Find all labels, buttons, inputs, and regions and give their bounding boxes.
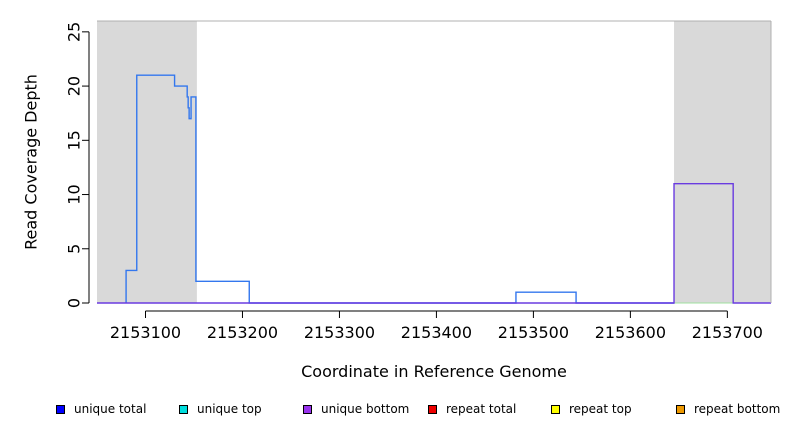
y-tick-label: 0 bbox=[65, 298, 84, 308]
x-tick-label: 2153400 bbox=[401, 323, 472, 342]
legend-item: unique bottom bbox=[303, 400, 409, 418]
legend-item: unique total bbox=[56, 400, 146, 418]
y-tick-label: 10 bbox=[65, 184, 84, 204]
x-tick-label: 2153500 bbox=[498, 323, 569, 342]
x-axis-title: Coordinate in Reference Genome bbox=[301, 362, 567, 381]
legend-item: unique top bbox=[179, 400, 262, 418]
x-tick-label: 2153700 bbox=[692, 323, 763, 342]
series-line-unique-bottom bbox=[97, 182, 771, 304]
legend-swatch bbox=[179, 404, 188, 414]
legend-label: unique bottom bbox=[321, 402, 410, 416]
legend-label: repeat bottom bbox=[694, 402, 781, 416]
legend-item: repeat total bbox=[428, 400, 516, 418]
plot-background bbox=[97, 21, 771, 303]
legend-swatch bbox=[676, 404, 685, 414]
legend-swatch bbox=[303, 404, 312, 414]
legend-label: repeat top bbox=[569, 402, 632, 416]
x-tick-label: 2153300 bbox=[304, 323, 375, 342]
y-axis-title: Read Coverage Depth bbox=[22, 74, 41, 250]
legend: unique total unique top unique bottom repea… bbox=[0, 400, 792, 420]
x-tick-label: 2153600 bbox=[595, 323, 666, 342]
legend-label: unique top bbox=[197, 402, 262, 416]
x-tick-label: 2153100 bbox=[110, 323, 181, 342]
legend-label: unique total bbox=[74, 402, 147, 416]
y-tick-label: 5 bbox=[65, 244, 84, 254]
shaded-region-1 bbox=[97, 21, 197, 303]
legend-item: repeat top bbox=[551, 400, 632, 418]
legend-item: repeat bottom bbox=[676, 400, 780, 418]
y-tick-label: 15 bbox=[65, 130, 84, 150]
x-tick-label: 2153200 bbox=[207, 323, 278, 342]
y-tick-label: 20 bbox=[65, 76, 84, 96]
series-line-unique-total bbox=[125, 74, 675, 304]
y-tick-label: 25 bbox=[65, 22, 84, 42]
legend-swatch bbox=[551, 404, 560, 414]
legend-swatch bbox=[56, 404, 65, 414]
shaded-region-2 bbox=[674, 21, 771, 303]
legend-label: repeat total bbox=[446, 402, 517, 416]
legend-swatch bbox=[428, 404, 437, 414]
